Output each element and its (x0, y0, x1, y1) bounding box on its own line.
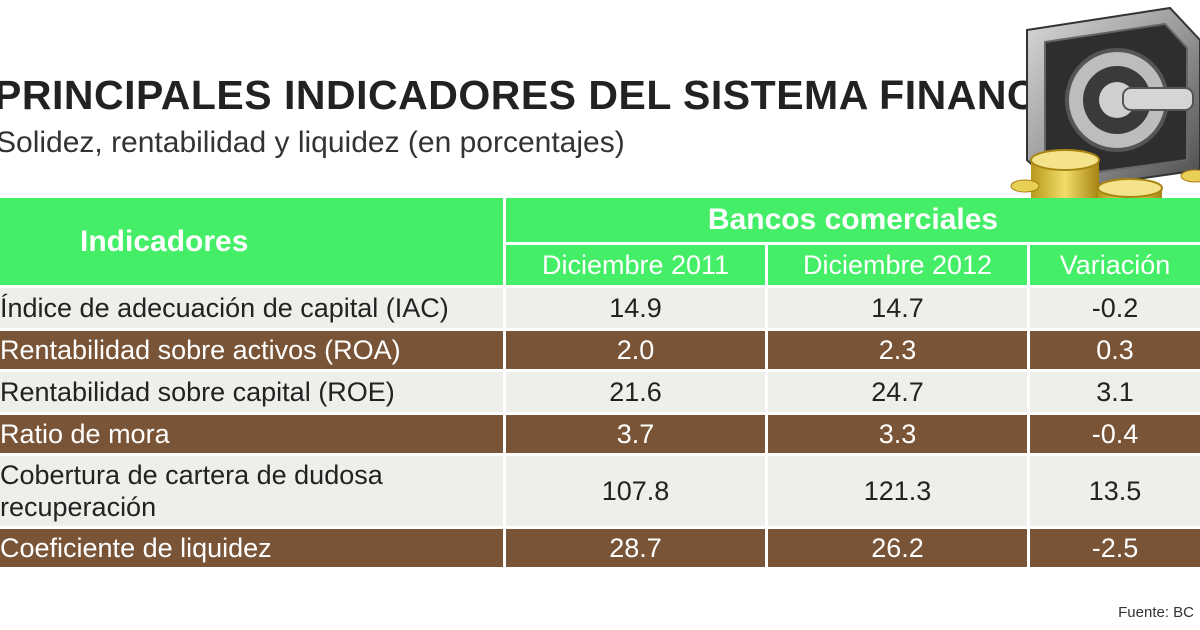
cell-value: 14.9 (503, 285, 765, 328)
cell-value: -0.4 (1027, 412, 1200, 453)
row-label: Ratio de mora (0, 412, 503, 453)
header-indicadores: Indicadores (0, 198, 503, 285)
header-diciembre-2012: Diciembre 2012 (765, 245, 1027, 285)
header-diciembre-2011: Diciembre 2011 (503, 245, 765, 285)
cell-value: 121.3 (765, 453, 1027, 526)
source-note: Fuente: BC (1118, 604, 1194, 621)
cell-value: 3.3 (765, 412, 1027, 453)
table-row: Ratio de mora 3.7 3.3 -0.4 (0, 412, 1200, 453)
row-label: Coeficiente de liquidez (0, 526, 503, 567)
cell-value: 107.8 (503, 453, 765, 526)
row-label-line: Rentabilidad sobre capital (ROE) (0, 377, 395, 407)
header-bancos-comerciales: Bancos comerciales (503, 198, 1200, 245)
indicators-table: Indicadores Bancos comerciales Diciembre… (0, 198, 1200, 567)
row-label-line: Coeficiente de liquidez (0, 533, 272, 563)
cell-value: 24.7 (765, 369, 1027, 412)
row-label-line: Índice de adecuación de capital (IAC) (0, 293, 449, 323)
table-row: Rentabilidad sobre capital (ROE) 21.6 24… (0, 369, 1200, 412)
row-label: Rentabilidad sobre capital (ROE) (0, 369, 503, 412)
cell-value: 2.0 (503, 328, 765, 369)
cell-value: 28.7 (503, 526, 765, 567)
table-row: Rentabilidad sobre activos (ROA) 2.0 2.3… (0, 328, 1200, 369)
cell-value: 3.7 (503, 412, 765, 453)
cell-value: -2.5 (1027, 526, 1200, 567)
chart-title: PRINCIPALES INDICADORES DEL SISTEMA FINA… (0, 72, 1140, 118)
cell-value: 14.7 (765, 285, 1027, 328)
chart-subtitle: Solidez, rentabilidad y liquidez (en por… (0, 126, 625, 159)
cell-value: -0.2 (1027, 285, 1200, 328)
row-label-line: Rentabilidad sobre activos (ROA) (0, 335, 401, 365)
row-label: Cobertura de cartera de dudosa recuperac… (0, 453, 503, 526)
header-variacion: Variación (1027, 245, 1200, 285)
table-row: Índice de adecuación de capital (IAC) 14… (0, 285, 1200, 328)
row-label-line: Cobertura de cartera de dudosa (0, 460, 383, 490)
cell-value: 13.5 (1027, 453, 1200, 526)
cell-value: 2.3 (765, 328, 1027, 369)
row-label-line: Ratio de mora (0, 419, 170, 449)
cell-value: 26.2 (765, 526, 1027, 567)
cell-value: 0.3 (1027, 328, 1200, 369)
row-label: Índice de adecuación de capital (IAC) (0, 285, 503, 328)
table-row: Cobertura de cartera de dudosa recuperac… (0, 453, 1200, 526)
row-label: Rentabilidad sobre activos (ROA) (0, 328, 503, 369)
cell-value: 3.1 (1027, 369, 1200, 412)
row-label-line: recuperación (0, 492, 157, 522)
table-row: Coeficiente de liquidez 28.7 26.2 -2.5 (0, 526, 1200, 567)
cell-value: 21.6 (503, 369, 765, 412)
